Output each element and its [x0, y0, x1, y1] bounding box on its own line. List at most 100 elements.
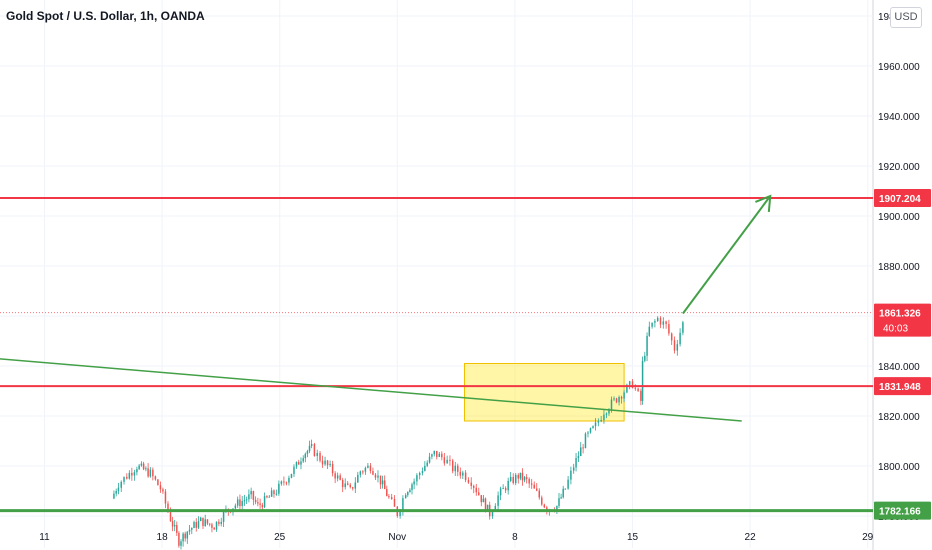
candle-body	[620, 397, 623, 399]
level-tag-label: 1907.204	[879, 194, 921, 205]
candle-body	[399, 510, 401, 517]
candle-body	[152, 469, 154, 477]
candle-body	[418, 473, 421, 476]
candle-body	[393, 499, 396, 507]
candle-body	[670, 333, 673, 341]
candle-body	[459, 471, 462, 476]
candle-body	[651, 322, 653, 327]
candle-body	[164, 491, 167, 504]
candle-body	[374, 474, 377, 478]
candle-body	[407, 492, 409, 496]
candle-body	[354, 482, 357, 489]
candle-body	[668, 324, 670, 334]
candle-body	[472, 485, 475, 488]
candle-body	[352, 487, 354, 489]
candle-body	[113, 493, 115, 499]
candle-body	[610, 399, 613, 410]
candle-body	[162, 489, 164, 492]
candle-body	[594, 422, 597, 427]
candle-body	[634, 387, 637, 389]
candle-body	[491, 511, 494, 517]
candle-body	[344, 483, 346, 488]
candle-body	[206, 519, 209, 524]
candle-body	[421, 470, 424, 474]
candle-body	[467, 480, 470, 483]
highlight-zone[interactable]	[464, 363, 625, 422]
candle-body	[597, 421, 600, 423]
candle-body	[157, 479, 159, 486]
candle-body	[673, 340, 676, 351]
x-tick-label: 29	[862, 532, 874, 543]
candle-body	[128, 472, 131, 479]
candle-body	[349, 484, 352, 488]
candle-body	[475, 487, 478, 493]
candle-body	[133, 472, 136, 476]
currency-button[interactable]: USD	[890, 7, 922, 28]
candle-body	[530, 483, 533, 485]
candle-body	[570, 470, 572, 480]
candle-body	[482, 498, 485, 503]
candle-body	[239, 499, 241, 507]
candle-body	[202, 517, 204, 527]
candle-body	[367, 465, 369, 468]
candle-body	[502, 488, 504, 490]
candle-body	[608, 409, 610, 414]
candle-body	[140, 463, 143, 466]
candle-body	[521, 472, 524, 481]
candle-body	[220, 521, 222, 524]
candle-body	[193, 522, 195, 528]
candle-body	[484, 498, 487, 511]
candle-body	[131, 472, 133, 476]
candle-body	[499, 488, 502, 496]
candle-body	[451, 460, 454, 472]
candle-body	[171, 521, 174, 527]
candle-body	[273, 490, 275, 495]
candle-body	[525, 477, 528, 479]
candle-body	[379, 475, 382, 485]
candle-body	[147, 468, 149, 477]
candle-body	[188, 529, 191, 532]
candle-body	[117, 487, 120, 492]
candle-body	[494, 505, 497, 512]
candle-body	[462, 472, 464, 476]
y-tick-label: 1920.000	[878, 162, 920, 173]
candle-body	[336, 475, 339, 479]
candle-body	[346, 483, 349, 485]
candle-body	[120, 481, 122, 488]
candle-body	[241, 501, 243, 507]
trendline[interactable]	[0, 349, 742, 422]
x-tick-label: 22	[745, 532, 757, 543]
y-tick-label: 1900.000	[878, 212, 920, 223]
candle-body	[275, 493, 278, 495]
candle-body	[558, 498, 560, 506]
candle-body	[618, 397, 620, 403]
candle-body	[404, 495, 407, 499]
candle-body	[603, 414, 605, 421]
candle-body	[191, 527, 193, 530]
candle-body	[324, 460, 326, 465]
candle-body	[197, 521, 200, 528]
candle-body	[199, 517, 202, 522]
projection-arrow-shaft[interactable]	[682, 195, 772, 315]
candle-body	[236, 499, 239, 506]
candle-body	[285, 482, 288, 484]
candle-body	[631, 381, 634, 388]
candle-body	[676, 344, 679, 351]
candle-body	[252, 491, 255, 500]
candle-body	[263, 496, 266, 508]
candle-body	[250, 491, 252, 495]
candle-body	[304, 453, 307, 459]
candle-body	[648, 326, 651, 336]
candle-body	[329, 463, 331, 466]
candle-body	[543, 504, 546, 508]
candle-body	[682, 322, 684, 333]
candle-body	[169, 511, 172, 522]
candle-body	[564, 488, 567, 490]
candle-body	[589, 428, 592, 433]
candle-body	[266, 496, 268, 498]
candle-body	[388, 496, 390, 498]
candle-body	[580, 447, 582, 457]
candle-body	[659, 317, 662, 325]
